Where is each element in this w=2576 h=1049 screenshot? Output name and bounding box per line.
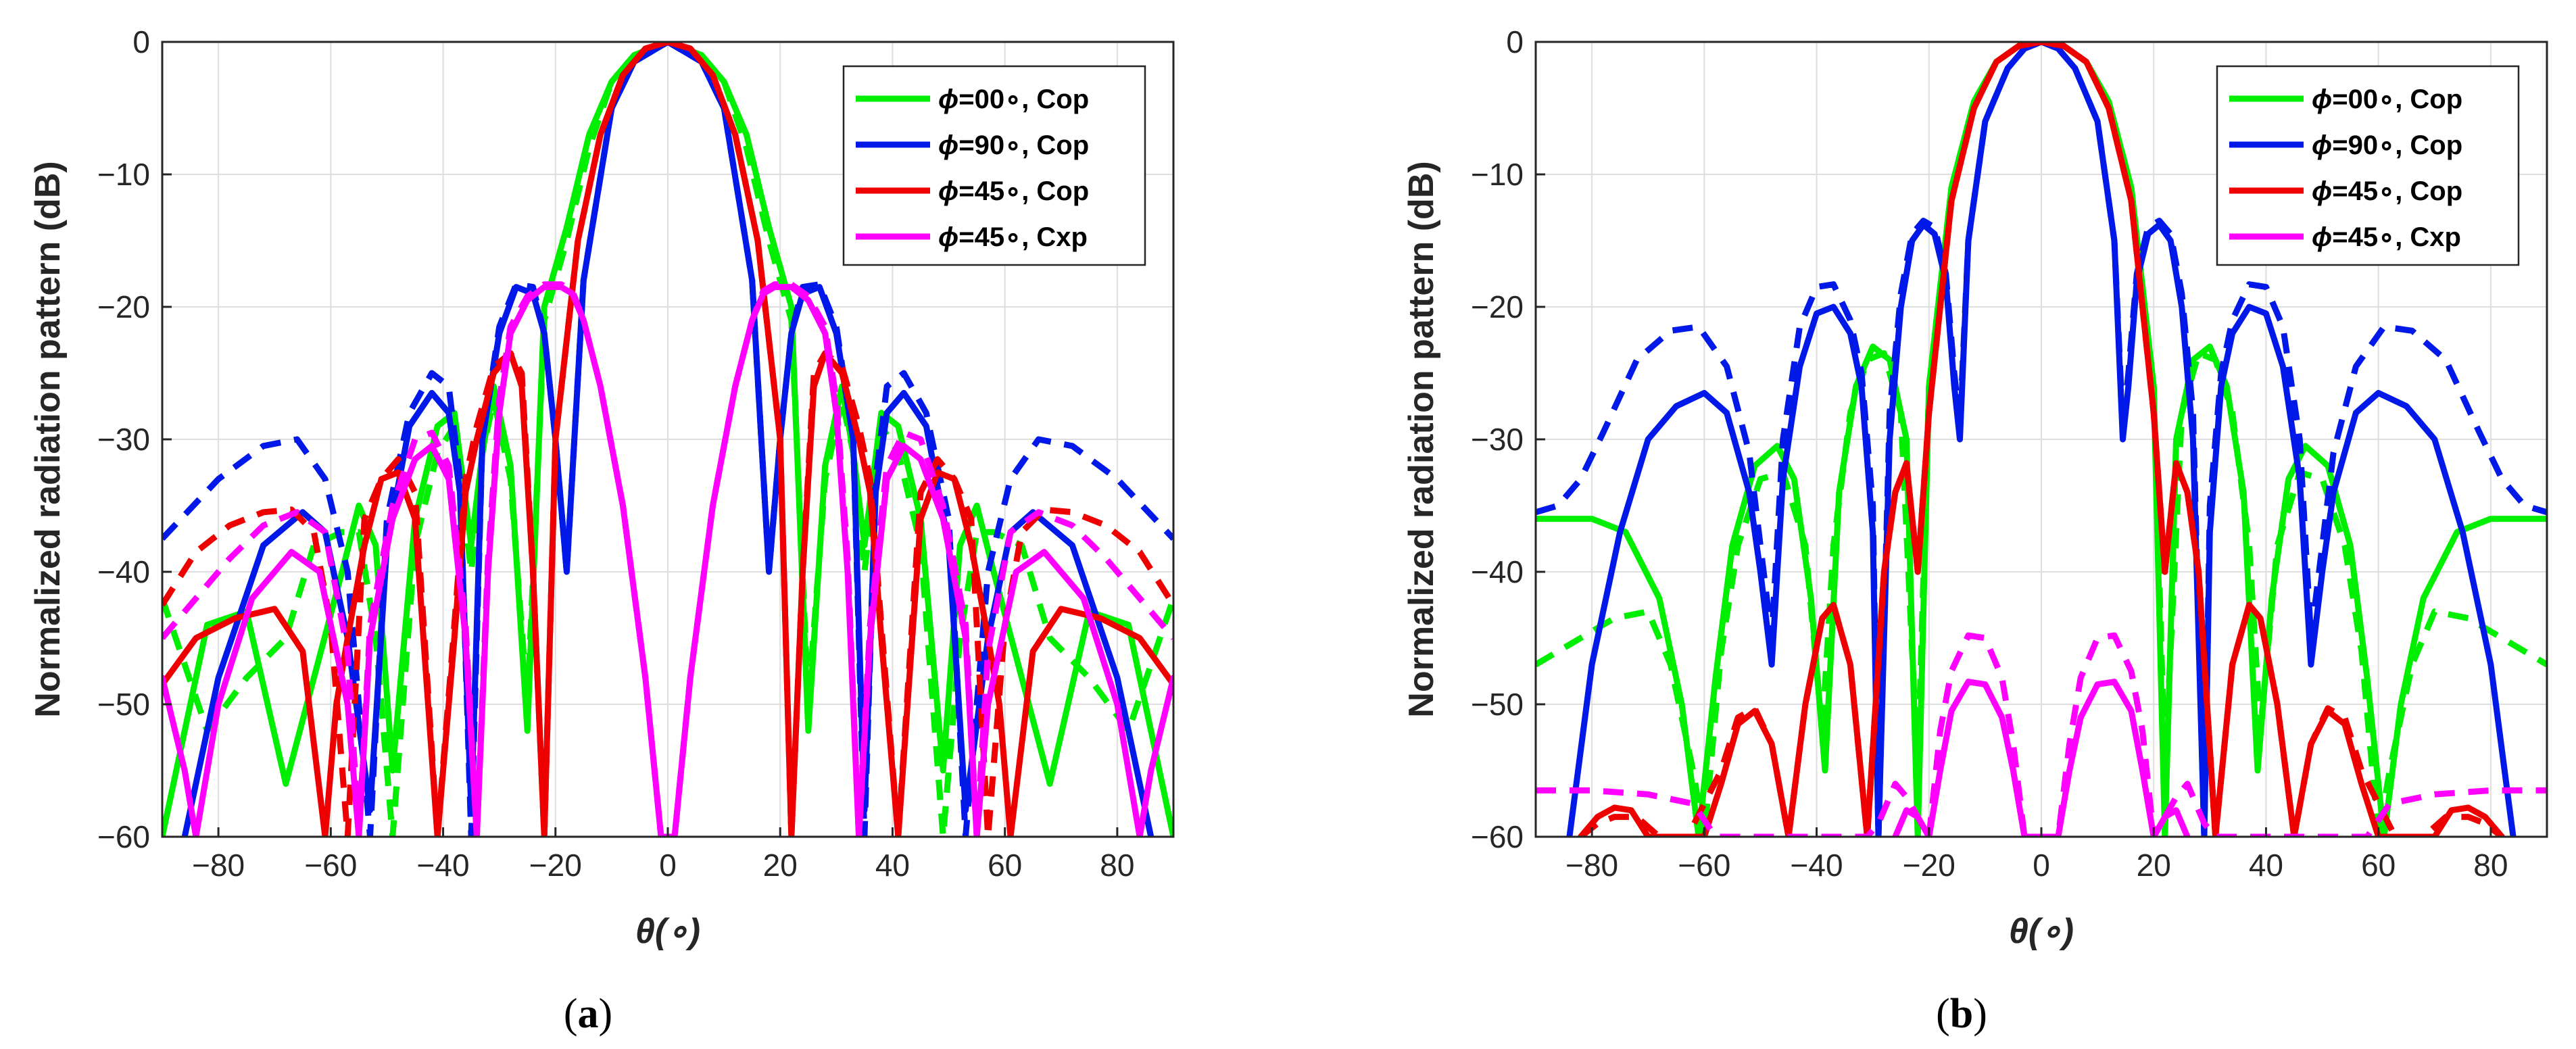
y-tick-label: −30 xyxy=(97,422,150,457)
y-axis-label: Normalized radiation pattern (dB) xyxy=(28,161,68,717)
legend-entry-label: ϕ=00∘, Cop xyxy=(2312,84,2462,114)
y-tick-labels: 0 −10 −20 −30 −40 −50 −60 xyxy=(1471,24,1545,854)
legend-entry-label: ϕ=90∘, Cop xyxy=(938,130,1089,160)
series-lines xyxy=(1536,42,2547,837)
x-tick-label: −20 xyxy=(529,848,582,883)
legend-entry-label: ϕ=45∘, Cxp xyxy=(2312,222,2461,252)
series-line xyxy=(162,42,1173,837)
x-tick-label: 20 xyxy=(763,848,798,883)
x-tick-labels: −80 −60 −40 −20 0 20 40 60 80 xyxy=(1565,827,2508,883)
x-tick-label: 80 xyxy=(1100,848,1134,883)
legend-entry: ϕ=45∘, Cxp xyxy=(856,222,1088,252)
y-tick-labels: 0 −10 −20 −30 −40 −50 −60 xyxy=(97,24,172,854)
x-tick-label: −80 xyxy=(192,848,245,883)
legend-entry: ϕ=90∘, Cop xyxy=(2229,130,2462,160)
series-line xyxy=(1536,42,2547,837)
legend-entry: ϕ=00∘, Cop xyxy=(856,84,1089,114)
legend-entry-label: ϕ=90∘, Cop xyxy=(2312,130,2462,160)
x-axis-label: θ(∘) xyxy=(2009,912,2074,951)
legend-entry: ϕ=45∘, Cxp xyxy=(2229,222,2461,252)
x-tick-label: −40 xyxy=(1791,848,1843,883)
legend-entry-label: ϕ=45∘, Cop xyxy=(2312,176,2462,206)
x-tick-label: 0 xyxy=(659,848,677,883)
x-tick-label: 0 xyxy=(2033,848,2050,883)
legend-entry: ϕ=00∘, Cop xyxy=(2229,84,2462,114)
x-tick-label: 60 xyxy=(988,848,1022,883)
legend: ϕ=00∘, Cop ϕ=90∘, Cop ϕ=45∘, Cop ϕ=45∘, … xyxy=(842,65,1146,266)
series-line xyxy=(162,42,1173,837)
legend-entry-label: ϕ=45∘, Cop xyxy=(938,176,1089,206)
x-tick-label: −60 xyxy=(1678,848,1730,883)
x-axis-label: θ(∘) xyxy=(635,912,700,951)
legend-entry: ϕ=45∘, Cop xyxy=(2229,176,2462,206)
y-tick-label: −40 xyxy=(97,554,150,589)
panel-b: −80 −60 −40 −20 0 20 40 60 80 0 −10 −20 −30 −40 −50 −6… xyxy=(1402,24,2548,1037)
y-tick-label: −50 xyxy=(97,687,150,722)
y-tick-label: −10 xyxy=(1471,157,1524,192)
panel-caption: (b) xyxy=(1936,991,1987,1037)
y-tick-label: −40 xyxy=(1471,554,1524,589)
series-line xyxy=(1536,42,2547,837)
x-tick-label: −80 xyxy=(1565,848,1618,883)
x-tick-label: −40 xyxy=(417,848,470,883)
y-tick-label: −20 xyxy=(1471,289,1524,324)
x-tick-label: −60 xyxy=(304,848,357,883)
y-tick-label: 0 xyxy=(1506,24,1524,59)
series-line xyxy=(1536,42,2547,837)
series-line xyxy=(162,42,1173,837)
legend-entry: ϕ=90∘, Cop xyxy=(856,130,1089,160)
panel-caption: (a) xyxy=(564,991,612,1037)
y-tick-label: −60 xyxy=(1471,819,1524,854)
legend-entry: ϕ=45∘, Cop xyxy=(856,176,1089,206)
y-tick-label: 0 xyxy=(132,24,150,59)
legend: ϕ=00∘, Cop ϕ=90∘, Cop ϕ=45∘, Cop ϕ=45∘, … xyxy=(2216,65,2520,266)
x-tick-label: 40 xyxy=(875,848,910,883)
panel-a: −80 −60 −40 −20 0 20 40 60 80 0 −10 −20 −30 −40 −50 −6… xyxy=(28,24,1175,1037)
series-line xyxy=(1578,42,2505,837)
y-tick-label: −20 xyxy=(97,289,150,324)
series-lines xyxy=(162,42,1173,837)
y-tick-label: −60 xyxy=(97,819,150,854)
y-tick-label: −10 xyxy=(97,157,150,192)
legend-entry-label: ϕ=45∘, Cxp xyxy=(938,222,1088,252)
x-tick-label: 60 xyxy=(2361,848,2396,883)
x-tick-labels: −80 −60 −40 −20 0 20 40 60 80 xyxy=(192,827,1134,883)
y-tick-label: −50 xyxy=(1471,687,1524,722)
series-line xyxy=(1578,42,2504,837)
legend-entry-label: ϕ=00∘, Cop xyxy=(938,84,1089,114)
y-tick-label: −30 xyxy=(1471,422,1524,457)
x-tick-label: 20 xyxy=(2137,848,2171,883)
series-line xyxy=(162,42,1173,837)
x-tick-label: 80 xyxy=(2473,848,2508,883)
x-tick-label: 40 xyxy=(2249,848,2283,883)
x-tick-label: −20 xyxy=(1903,848,1955,883)
y-axis-label: Normalized radiation pattern (dB) xyxy=(1402,161,1441,717)
series-line xyxy=(162,281,1173,837)
